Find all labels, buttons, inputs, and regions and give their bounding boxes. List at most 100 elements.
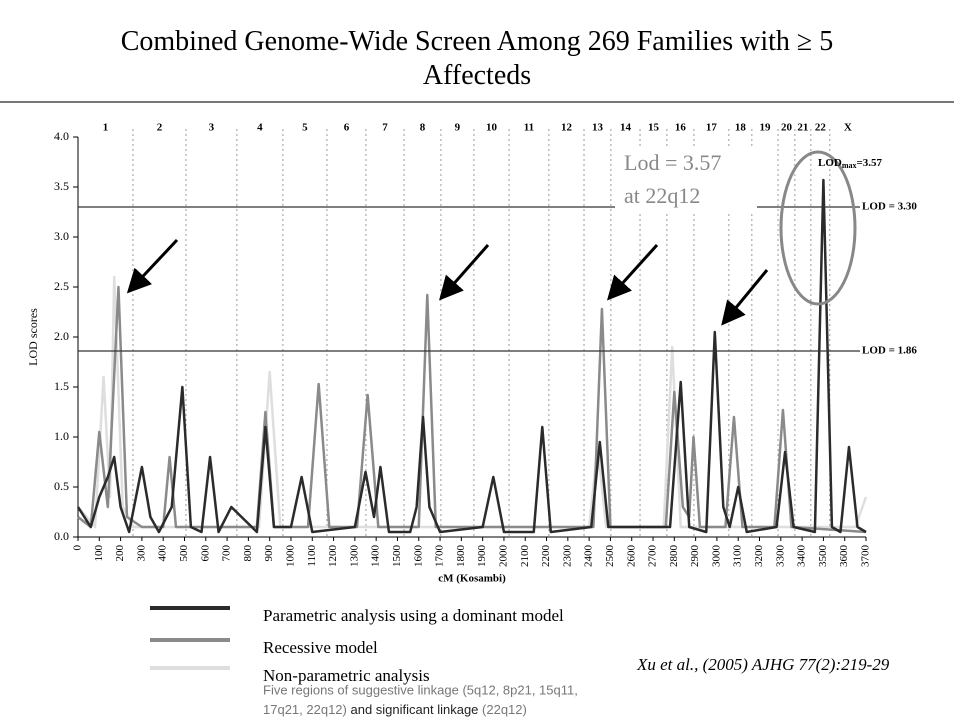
chromosome-label: 4 [257, 122, 263, 134]
chromosome-label: 9 [455, 122, 461, 134]
reference-label: LOD = 3.30 [862, 201, 917, 213]
chromosome-label: 2 [157, 122, 163, 134]
chromosome-label: 10 [486, 122, 498, 134]
max-label: LOD [818, 157, 842, 169]
x-tick-label: 2000 [497, 545, 509, 568]
arrows [126, 238, 769, 326]
y-axis-label: LOD scores [26, 308, 40, 366]
plot: 1 2 3 4 5 6 7 8 9 10 11 12 13 14 15 16 17 18 19 20 21 22 X0.00… [26, 122, 918, 585]
x-tick-label: 1800 [455, 545, 467, 568]
x-tick-label: 1200 [327, 545, 339, 568]
chromosome-label: 7 [382, 122, 388, 134]
footnote: Five regions of suggestive linkage (5q12… [263, 682, 578, 697]
footnote: 17q21, 22q12) and significant linkage (2… [263, 702, 527, 717]
chromosome-label: 14 [620, 122, 632, 134]
footnote-part: (22q12) [482, 702, 527, 717]
y-tick-label: 4.0 [54, 129, 69, 143]
title-line: Affecteds [423, 60, 531, 91]
x-tick-label: 3400 [796, 545, 808, 568]
x-tick-label: 2400 [583, 545, 595, 568]
arrow [126, 238, 179, 294]
series-line [77, 275, 868, 529]
chromosome-label: 6 [344, 122, 350, 134]
legend: Parametric analysis using a dominant mod… [150, 606, 564, 685]
x-tick-label: 900 [263, 545, 275, 562]
y-tick-label: 2.5 [54, 279, 69, 293]
x-tick-label: 500 [178, 545, 190, 562]
x-tick-label: 1500 [391, 545, 403, 568]
y-tick-label: 3.5 [54, 179, 69, 193]
series-line [77, 285, 867, 534]
y-tick-label: 1.5 [54, 379, 69, 393]
footnote-part: and significant linkage [350, 702, 478, 717]
callout-text: at 22q12 [624, 183, 700, 208]
series-line [76, 178, 867, 534]
chromosome-label: 20 [781, 122, 793, 134]
x-tick-label: 2500 [604, 545, 616, 568]
arrow [721, 269, 769, 326]
title-part: Affecteds [423, 60, 531, 91]
chromosome-label: 17 [706, 122, 718, 134]
x-tick-label: 1400 [370, 545, 382, 568]
x-tick-label: 400 [157, 545, 169, 562]
chromosome-label: 19 [759, 122, 771, 134]
x-tick-label: 1600 [412, 545, 424, 568]
chromosome-label: 11 [524, 122, 534, 134]
title-line: Combined Genome-Wide Screen Among 269 Fa… [121, 26, 834, 57]
chromosome-label: 15 [648, 122, 660, 134]
max-sub: max [842, 161, 857, 170]
x-tick-label: 300 [135, 545, 147, 562]
x-tick-label: 3000 [710, 545, 722, 568]
highlight-ellipse [779, 150, 857, 306]
x-tick-label: 3700 [860, 545, 872, 568]
max-annotation: LODmax=3.57 [818, 157, 883, 170]
chromosome-label: X [844, 122, 852, 134]
x-tick-label: 2900 [689, 545, 701, 568]
chromosome-label: 1 [103, 122, 109, 134]
x-tick-label: 100 [93, 545, 105, 562]
citation: Xu et al., (2005) AJHG 77(2):219-29 [636, 655, 890, 674]
x-tick-label: 1000 [285, 545, 297, 568]
legend-label: Non-parametric analysis [263, 666, 430, 685]
callout-box [615, 146, 757, 214]
x-axis-label: cM (Kosambi) [438, 573, 506, 585]
chromosome-label: 18 [735, 122, 747, 134]
x-tick-label: 1300 [348, 545, 360, 568]
x-tick-label: 3600 [838, 545, 850, 568]
x-tick-label: 700 [221, 545, 233, 562]
x-tick-label: 0 [72, 545, 84, 551]
x-tick-label: 2100 [519, 545, 531, 568]
legend-label: Recessive model [263, 638, 378, 657]
footnote-part: 17q21, 22q12) [263, 702, 347, 717]
x-tick-label: 1700 [434, 545, 446, 568]
x-tick-label: 1900 [476, 545, 488, 568]
y-tick-label: 1.0 [54, 429, 69, 443]
arrow [439, 244, 490, 301]
x-tick-label: 3100 [732, 545, 744, 568]
title-part: Combined Genome-Wide Screen Among 269 Fa… [121, 26, 834, 57]
callout-text: Lod = 3.57 [624, 150, 721, 175]
x-tick-label: 2300 [561, 545, 573, 568]
chromosome-label: 21 [797, 122, 808, 134]
x-tick-label: 800 [242, 545, 254, 562]
x-tick-label: 2800 [668, 545, 680, 568]
chromosome-label: 5 [302, 122, 308, 134]
reference-label: LOD = 1.86 [862, 345, 917, 357]
y-tick-label: 2.0 [54, 329, 69, 343]
chromosome-label: 12 [561, 122, 573, 134]
x-tick-label: 2200 [540, 545, 552, 568]
x-tick-label: 2700 [647, 545, 659, 568]
y-tick-label: 0.0 [54, 529, 69, 543]
x-tick-label: 3300 [774, 545, 786, 568]
chromosome-label: 8 [420, 122, 426, 134]
arrow [606, 243, 659, 301]
x-tick-label: 3500 [817, 545, 829, 568]
x-tick-label: 200 [114, 545, 126, 562]
max-value: =3.57 [857, 157, 883, 169]
chromosome-label: 13 [592, 122, 604, 134]
legend-label: Parametric analysis using a dominant mod… [263, 606, 564, 625]
chromosome-label: 3 [209, 122, 215, 134]
y-tick-label: 3.0 [54, 229, 69, 243]
